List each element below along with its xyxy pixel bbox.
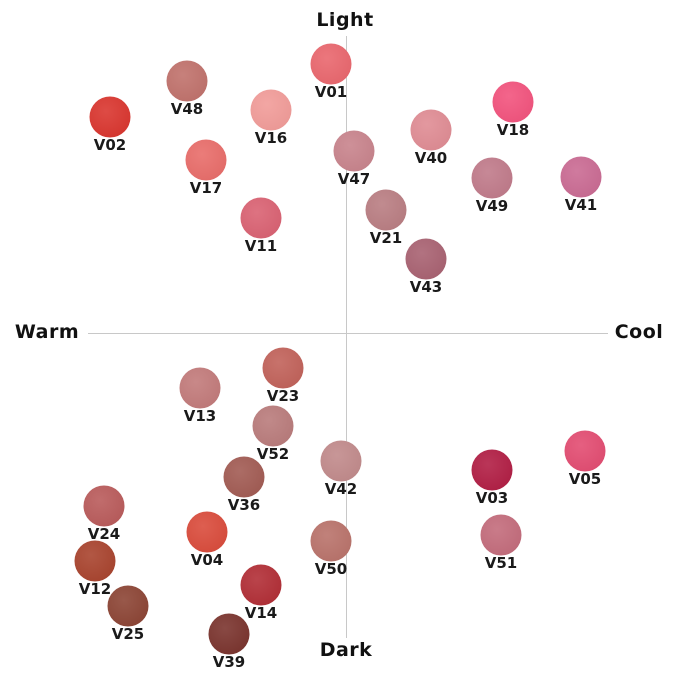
- shade-label: V36: [227, 496, 261, 514]
- shade-swatch-v25: [107, 585, 149, 627]
- shade-label: V43: [409, 278, 443, 296]
- shade-label: V18: [496, 121, 530, 139]
- axis-label-cool: Cool: [614, 321, 664, 343]
- axis-label-dark: Dark: [319, 639, 373, 661]
- shade-label: V16: [254, 129, 288, 147]
- shade-label: V25: [111, 625, 145, 643]
- shade-label: V03: [475, 489, 509, 507]
- shade-swatch-v16: [250, 89, 292, 131]
- shade-swatch-v17: [185, 139, 227, 181]
- shade-swatch-v39: [208, 613, 250, 655]
- shade-swatch-v05: [564, 430, 606, 472]
- shade-swatch-v02: [89, 96, 131, 138]
- shade-label: V12: [78, 580, 112, 598]
- shade-swatch-v36: [223, 456, 265, 498]
- shade-label: V39: [212, 653, 246, 671]
- shade-swatch-v23: [262, 347, 304, 389]
- shade-label: V42: [324, 480, 358, 498]
- shade-swatch-v40: [410, 109, 452, 151]
- warm-cool-axis: [88, 333, 608, 334]
- shade-label: V48: [170, 100, 204, 118]
- shade-label: V41: [564, 196, 598, 214]
- shade-swatch-v41: [560, 156, 602, 198]
- shade-swatch-v03: [471, 449, 513, 491]
- shade-swatch-v51: [480, 514, 522, 556]
- shade-swatch-v52: [252, 405, 294, 447]
- shade-label: V04: [190, 551, 224, 569]
- shade-label: V11: [244, 237, 278, 255]
- shade-swatch-v12: [74, 540, 116, 582]
- shade-swatch-v47: [333, 130, 375, 172]
- shade-label: V14: [244, 604, 278, 622]
- shade-swatch-v50: [310, 520, 352, 562]
- shade-swatch-v21: [365, 189, 407, 231]
- shade-label: V21: [369, 229, 403, 247]
- shade-swatch-v13: [179, 367, 221, 409]
- shade-label: V13: [183, 407, 217, 425]
- shade-label: V51: [484, 554, 518, 572]
- axis-label-warm: Warm: [14, 321, 80, 343]
- shade-label: V50: [314, 560, 348, 578]
- shade-swatch-v49: [471, 157, 513, 199]
- shade-label: V01: [314, 83, 348, 101]
- axis-label-light: Light: [316, 9, 374, 31]
- light-dark-axis: [346, 36, 347, 638]
- shade-swatch-v42: [320, 440, 362, 482]
- shade-label: V17: [189, 179, 223, 197]
- shade-label: V02: [93, 136, 127, 154]
- shade-label: V40: [414, 149, 448, 167]
- shade-label: V24: [87, 525, 121, 543]
- shade-label: V47: [337, 170, 371, 188]
- shade-label: V49: [475, 197, 509, 215]
- shade-swatch-v48: [166, 60, 208, 102]
- shade-swatch-v11: [240, 197, 282, 239]
- shade-swatch-v24: [83, 485, 125, 527]
- shade-swatch-v43: [405, 238, 447, 280]
- shade-swatch-v01: [310, 43, 352, 85]
- shade-label: V23: [266, 387, 300, 405]
- shade-label: V52: [256, 445, 290, 463]
- shade-swatch-v04: [186, 511, 228, 553]
- shade-swatch-v18: [492, 81, 534, 123]
- shade-label: V05: [568, 470, 602, 488]
- shade-swatch-v14: [240, 564, 282, 606]
